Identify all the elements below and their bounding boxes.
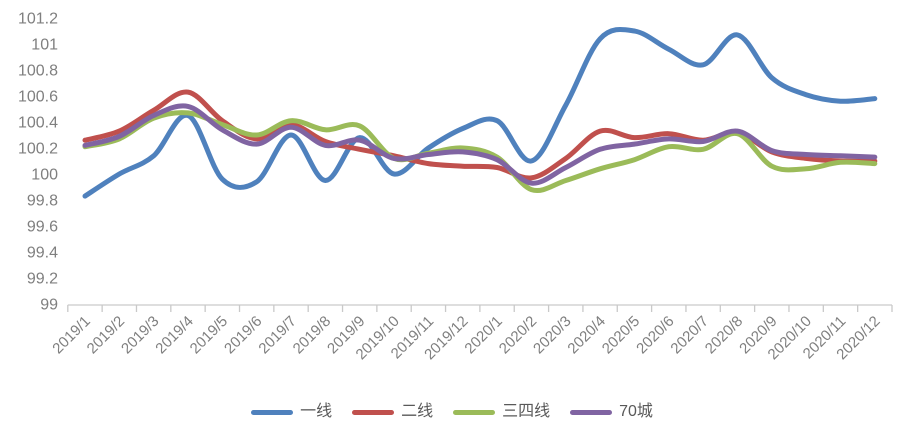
y-axis-tick-label: 100 — [31, 167, 58, 184]
x-axis-tick-label: 2019/3 — [118, 313, 162, 357]
legend-swatch — [453, 409, 496, 415]
x-axis-tick-label: 2019/8 — [290, 313, 334, 357]
chart-canvas: 99 99.2 99.4 99.6 99.8 100 100.2 100.4 100.6 100.… — [18, 11, 893, 363]
y-axis-tick-label: 99.4 — [27, 245, 58, 262]
x-axis-tick-label: 2020/6 — [633, 313, 677, 357]
legend-label: 二线 — [401, 403, 434, 420]
x-axis-tick-label: 2019/4 — [152, 313, 196, 357]
series-line-2 — [82, 110, 878, 193]
legend-label: 三四线 — [502, 403, 551, 420]
y-axis-tick-label: 100.6 — [18, 89, 58, 106]
legend-swatch — [570, 409, 613, 415]
series-line-3 — [82, 103, 878, 186]
y-axis-tick-label: 100.2 — [18, 141, 58, 158]
y-axis-tick-label: 100.4 — [18, 115, 58, 132]
legend-item: 一线 — [251, 404, 332, 420]
x-axis-tick-label: 2020/8 — [702, 313, 746, 357]
legend-swatch — [352, 409, 395, 415]
legend-label: 70城 — [619, 403, 653, 420]
x-axis-tick-label: 2019/1 — [49, 313, 93, 357]
y-axis-tick-label: 99.8 — [27, 193, 58, 210]
legend-item: 70城 — [570, 404, 653, 420]
x-axis-tick-label: 2020/4 — [564, 313, 608, 357]
x-axis-tick-label: 2020/7 — [667, 313, 711, 357]
y-axis-tick-label: 99.2 — [27, 271, 58, 288]
legend-swatch — [251, 409, 294, 415]
x-axis-tick-label: 2019/6 — [221, 313, 265, 357]
x-axis-tick-label: 2019/7 — [255, 313, 299, 357]
legend-item: 二线 — [352, 404, 433, 420]
y-axis-tick-label: 101.2 — [18, 11, 58, 28]
x-axis-tick-label: 2020/3 — [530, 313, 574, 357]
x-axis-tick-label: 2019/2 — [84, 313, 128, 357]
y-axis-tick-label: 100.8 — [18, 63, 58, 80]
y-axis-tick-label: 99.6 — [27, 219, 58, 236]
series-line-0 — [82, 26, 878, 199]
y-axis-tick-label: 101 — [31, 37, 58, 54]
legend-label: 一线 — [300, 403, 333, 420]
x-axis-tick-label: 2020/2 — [496, 313, 540, 357]
x-axis-tick-label: 2020/5 — [599, 313, 643, 357]
y-axis-tick-label: 99 — [40, 297, 58, 314]
x-axis-tick-label: 2019/5 — [187, 313, 231, 357]
chart-legend: 一线 二线 三四线 70城 — [0, 404, 904, 420]
x-axis-tick-label: 2020/1 — [461, 313, 505, 357]
legend-item: 三四线 — [453, 404, 550, 420]
